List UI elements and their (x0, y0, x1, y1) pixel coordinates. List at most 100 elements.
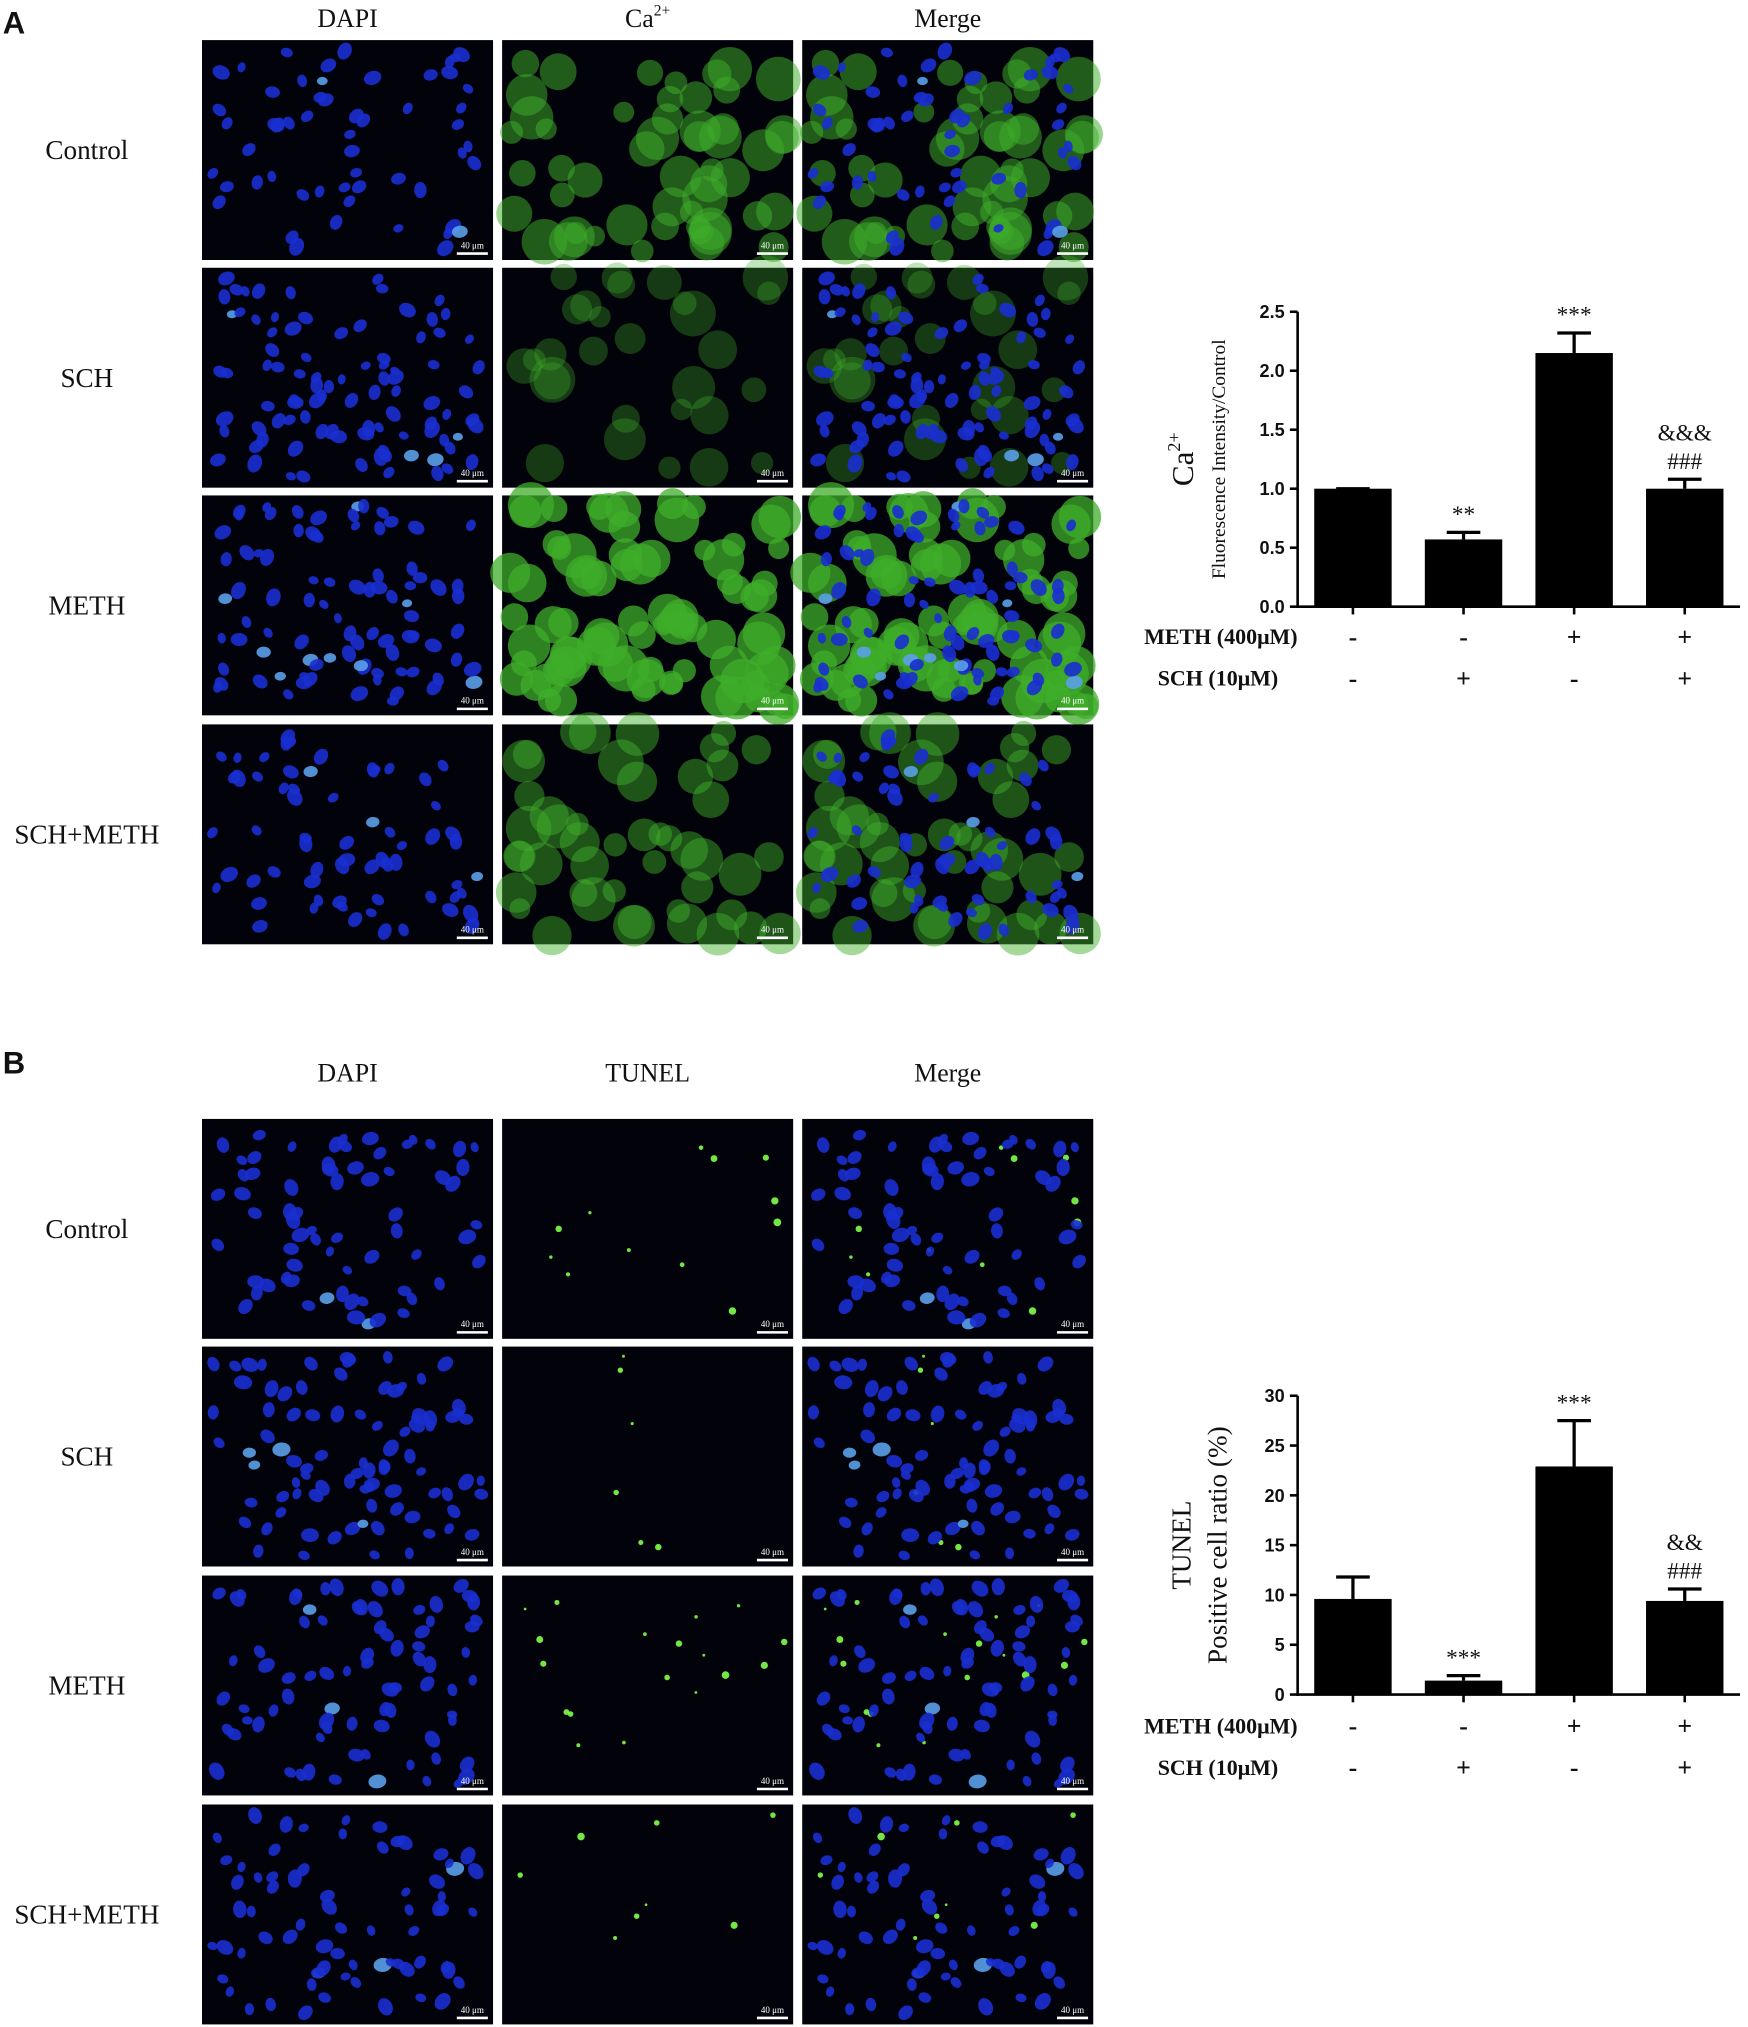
nucleus (923, 379, 935, 394)
nucleus (342, 1665, 352, 1677)
nucleus (218, 289, 231, 305)
nucleus (471, 871, 484, 882)
nucleus (251, 175, 263, 190)
green-signal (751, 504, 791, 544)
nucleus (241, 616, 252, 628)
nucleus (431, 465, 444, 482)
nucleus (404, 1510, 421, 1524)
nucleus (275, 1507, 287, 1518)
nucleus (971, 893, 985, 906)
micrograph (201, 1575, 494, 1796)
nucleus (960, 1647, 975, 1664)
green-signal (864, 221, 887, 244)
nucleus (1014, 1625, 1031, 1639)
green-signal (1000, 158, 1024, 182)
nucleus (429, 1595, 444, 1613)
nucleus (944, 1293, 960, 1311)
nucleus (447, 1683, 458, 1697)
green-signal (954, 1820, 960, 1826)
green-signal (981, 871, 1014, 904)
nucleus (281, 1688, 295, 1705)
nucleus (864, 1380, 879, 1398)
nucleus (291, 505, 304, 519)
nucleus (289, 237, 305, 256)
green-signal (809, 159, 836, 187)
green-signal (716, 899, 748, 931)
nucleus (348, 912, 363, 928)
nucleus (972, 568, 985, 583)
nucleus (923, 653, 937, 663)
green-signal (955, 1543, 962, 1551)
nucleus (404, 581, 417, 591)
nucleus (441, 1487, 454, 1502)
nucleus (315, 1732, 325, 1743)
nucleus (841, 1357, 859, 1372)
green-signal (603, 833, 627, 857)
micrograph-content (807, 1351, 1089, 1561)
nucleus (892, 1477, 901, 1488)
nucleus (220, 367, 234, 379)
nucleus (344, 1293, 360, 1311)
nucleus (434, 1170, 451, 1186)
nucleus (965, 908, 977, 918)
nucleus (814, 525, 832, 540)
nucleus (957, 426, 975, 441)
nucleus (371, 1580, 389, 1597)
green-signal (948, 822, 973, 846)
nucleus (247, 1207, 262, 1219)
nucleus (470, 1142, 479, 1153)
nucleus (854, 1872, 863, 1883)
nucleus (934, 1367, 948, 1381)
green-signal (646, 264, 682, 300)
nucleus (423, 1656, 437, 1674)
row-label: SCH+METH (14, 1900, 159, 1930)
nucleus (289, 1588, 303, 1605)
nucleus (1012, 1641, 1026, 1652)
nucleus (1033, 327, 1046, 338)
nucleus (978, 1998, 994, 2016)
green-signal (514, 780, 545, 812)
nucleus (456, 887, 467, 899)
y-tick-label: 0 (1275, 1685, 1285, 1705)
green-signal (540, 495, 568, 523)
nucleus (280, 47, 293, 58)
nucleus (1002, 599, 1013, 608)
nucleus (883, 414, 896, 426)
green-signal (608, 510, 641, 543)
nucleus (339, 835, 355, 850)
nucleus (1011, 1249, 1022, 1260)
nucleus (818, 289, 831, 305)
nucleus (272, 1442, 291, 1457)
nucleus (867, 170, 877, 183)
nucleus (1060, 1756, 1075, 1773)
nucleus (322, 1163, 339, 1177)
green-signal (565, 1272, 571, 1277)
treatment-sign: - (1570, 664, 1579, 693)
nucleus (882, 1929, 898, 1945)
nucleus (285, 286, 296, 300)
nucleus (860, 548, 875, 566)
nucleus (1023, 69, 1038, 81)
nucleus (1006, 1292, 1018, 1306)
nucleus (303, 874, 321, 889)
nucleus (237, 62, 246, 73)
nucleus (951, 521, 961, 531)
y-tick-label: 5 (1275, 1635, 1285, 1655)
micrograph (201, 267, 494, 488)
nucleus (283, 736, 297, 748)
green-signal (742, 201, 773, 231)
nucleus (287, 440, 304, 457)
bar (1424, 1680, 1503, 1695)
nucleus (1066, 454, 1079, 471)
nucleus (983, 1166, 995, 1177)
nucleus (424, 638, 442, 653)
nucleus (947, 1310, 966, 1325)
nucleus (856, 432, 869, 448)
row-label: SCH (60, 363, 113, 393)
nucleus (247, 454, 263, 473)
nucleus (207, 1356, 220, 1372)
nucleus (403, 449, 419, 462)
nucleus (404, 1448, 416, 1464)
nucleus (834, 307, 846, 318)
nucleus (1068, 1862, 1084, 1880)
